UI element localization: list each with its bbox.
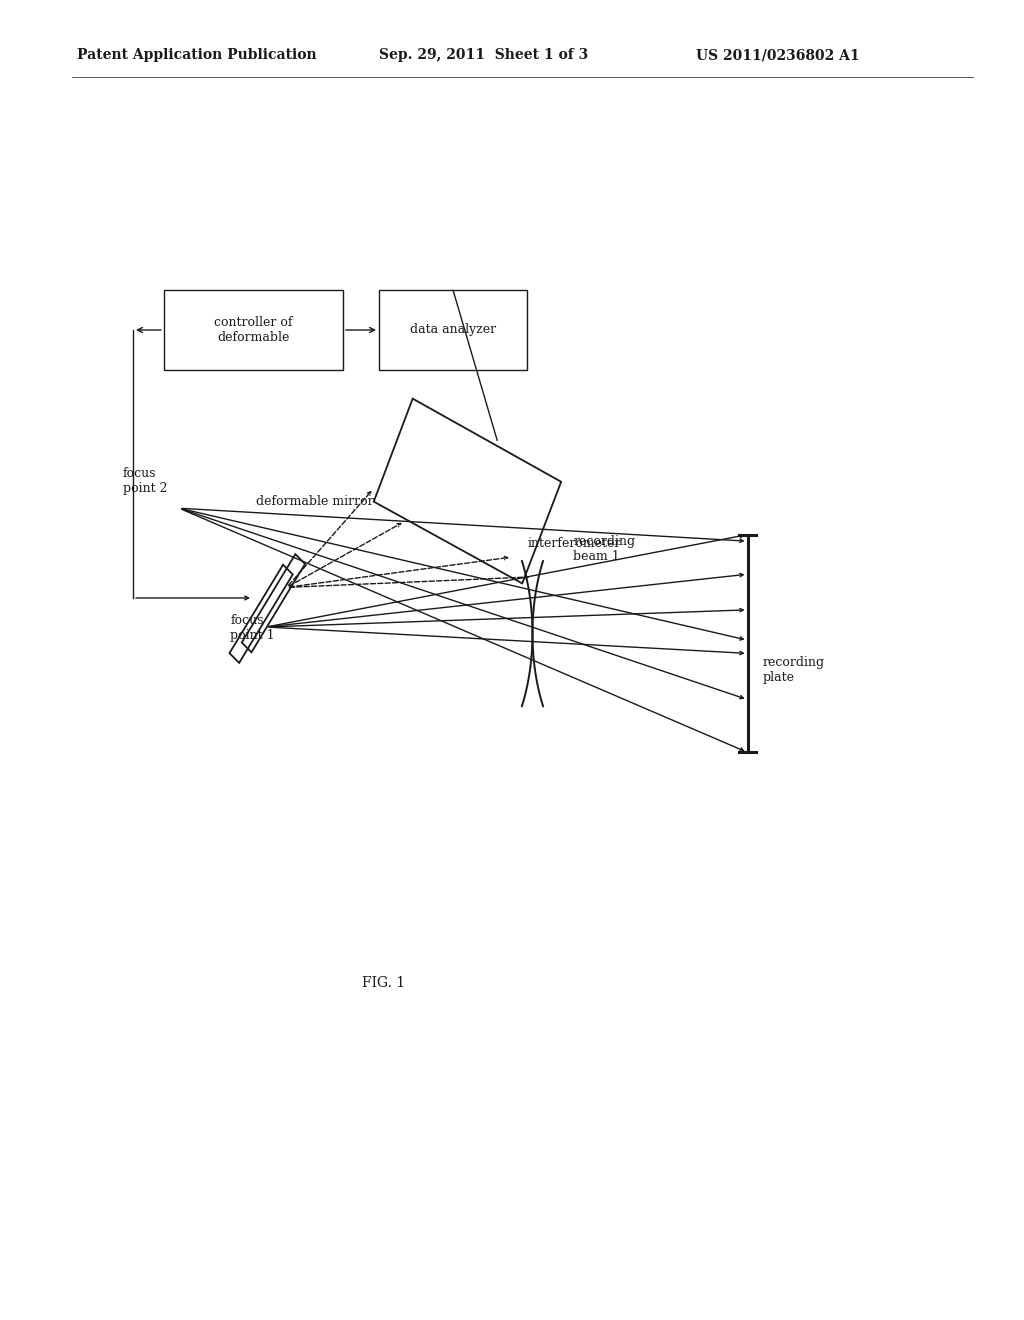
Text: controller of
deformable: controller of deformable [214, 315, 293, 345]
Bar [164, 290, 343, 370]
Text: data analyzer: data analyzer [410, 323, 497, 337]
Bar [379, 290, 527, 370]
Text: focus
point 2: focus point 2 [123, 467, 167, 495]
Text: focus
point 1: focus point 1 [230, 614, 275, 642]
Text: Sep. 29, 2011  Sheet 1 of 3: Sep. 29, 2011 Sheet 1 of 3 [379, 49, 588, 62]
Text: recording
beam 1: recording beam 1 [573, 535, 636, 562]
Text: FIG. 1: FIG. 1 [362, 977, 406, 990]
Text: interferometer: interferometer [527, 537, 621, 550]
Text: recording
plate: recording plate [763, 656, 825, 684]
Text: US 2011/0236802 A1: US 2011/0236802 A1 [696, 49, 860, 62]
Text: deformable mirror: deformable mirror [256, 495, 374, 508]
Text: Patent Application Publication: Patent Application Publication [77, 49, 316, 62]
